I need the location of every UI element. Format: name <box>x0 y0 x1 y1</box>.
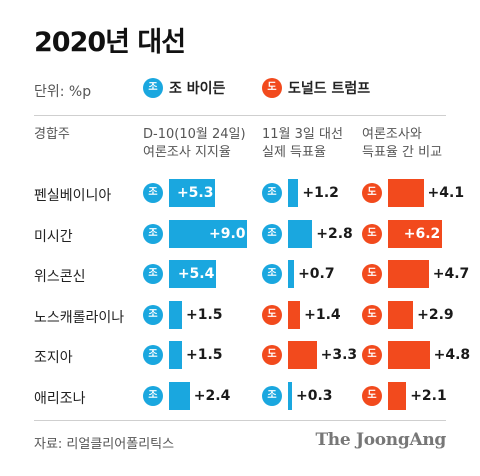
chart-title: 2020년 대선 <box>34 27 186 58</box>
biden-badge-icon: 조 <box>262 264 282 284</box>
data-label: +1.4 <box>304 306 341 323</box>
trump-badge-icon: 도 <box>262 304 282 325</box>
table-row: 위스콘신 조 +5.4 조 +0.7 도 +4.7 <box>0 254 480 294</box>
data-label: +6.2 <box>403 225 441 242</box>
data-label: +2.1 <box>410 387 447 404</box>
trump-badge-icon: 도 <box>262 78 282 98</box>
bar <box>169 341 182 369</box>
column-header-diff: 여론조사와 득표율 간 비교 <box>362 127 443 160</box>
bar <box>388 219 442 248</box>
header-divider <box>34 115 446 116</box>
table-row: 조지아 조 +1.5 도 +3.3 도 +4.8 <box>0 335 480 375</box>
biden-badge-icon: 조 <box>262 223 282 244</box>
bar <box>288 300 301 329</box>
biden-badge-icon: 조 <box>262 183 282 203</box>
source-note: 자료: 리얼클리어폴리틱스 <box>34 437 175 452</box>
bar <box>288 179 299 207</box>
bar <box>169 219 248 248</box>
bar <box>388 179 424 207</box>
trump-badge-icon: 도 <box>262 345 282 365</box>
trump-badge-icon: 도 <box>362 183 382 203</box>
column-header-state: 경합주 <box>34 127 70 142</box>
unit-label: 단위: %p <box>34 84 92 100</box>
data-label: +1.5 <box>186 306 223 323</box>
data-label: +2.4 <box>193 387 231 404</box>
data-label: +1.5 <box>186 347 223 363</box>
bar <box>288 260 295 288</box>
biden-badge-icon: 조 <box>262 385 282 406</box>
state-label: 펜실베이니아 <box>34 188 112 204</box>
data-label: +1.2 <box>302 185 339 201</box>
footer-divider <box>34 420 446 421</box>
data-label: +9.0 <box>209 225 246 242</box>
state-label: 위스콘신 <box>34 269 86 285</box>
bar <box>288 219 313 248</box>
state-label: 조지아 <box>34 350 73 366</box>
biden-badge-icon: 조 <box>143 385 163 406</box>
bar <box>388 260 429 288</box>
bar <box>169 300 182 329</box>
data-label: +5.3 <box>176 185 214 201</box>
trump-badge-icon: 도 <box>362 304 382 325</box>
bar <box>388 300 414 329</box>
data-label: +0.7 <box>298 266 335 282</box>
data-label: +5.4 <box>177 266 215 282</box>
data-label: +2.8 <box>316 225 353 242</box>
data-label: +4.7 <box>432 266 470 282</box>
data-label: +4.8 <box>433 347 471 363</box>
state-label: 애리조나 <box>34 390 86 407</box>
legend-biden-label: 조 바이든 <box>169 81 226 97</box>
bar <box>169 179 215 207</box>
trump-badge-icon: 도 <box>362 345 382 365</box>
column-header-poll: D-10(10월 24일) 여론조사 지지율 <box>143 127 246 160</box>
bar <box>288 381 292 410</box>
legend-trump: 도 도널드 트럼프 <box>262 78 370 98</box>
table-row: 노스캐롤라이나 조 +1.5 도 +1.4 도 +2.9 <box>0 295 480 335</box>
biden-badge-icon: 조 <box>143 264 163 284</box>
table-row: 미시간 조 +9.0 조 +2.8 도 +6.2 <box>0 214 480 254</box>
bar <box>388 341 430 369</box>
state-label: 노스캐롤라이나 <box>34 309 125 326</box>
data-label: +2.9 <box>417 306 454 323</box>
column-header-result: 11월 3일 대선 실제 득표율 <box>262 127 343 160</box>
biden-badge-icon: 조 <box>143 183 163 203</box>
trump-badge-icon: 도 <box>362 223 382 244</box>
bar <box>169 260 216 288</box>
legend-biden: 조 조 바이든 <box>143 78 225 98</box>
biden-badge-icon: 조 <box>143 345 163 365</box>
bar <box>288 341 317 369</box>
trump-badge-icon: 도 <box>362 264 382 284</box>
trump-badge-icon: 도 <box>362 385 382 406</box>
data-label: +0.3 <box>296 387 333 404</box>
biden-badge-icon: 조 <box>143 223 163 244</box>
brand-logo: The JoongAng <box>315 430 446 450</box>
state-label: 미시간 <box>34 228 73 245</box>
table-row: 펜실베이니아 조 +5.3 조 +1.2 도 +4.1 <box>0 173 480 213</box>
legend-trump-label: 도널드 트럼프 <box>288 81 371 97</box>
biden-badge-icon: 조 <box>143 78 163 98</box>
bar <box>388 381 407 410</box>
bar <box>169 381 190 410</box>
biden-badge-icon: 조 <box>143 304 163 325</box>
data-label: +3.3 <box>320 347 358 363</box>
data-label: +4.1 <box>427 185 465 201</box>
table-row: 애리조나 조 +2.4 조 +0.3 도 +2.1 <box>0 376 480 416</box>
